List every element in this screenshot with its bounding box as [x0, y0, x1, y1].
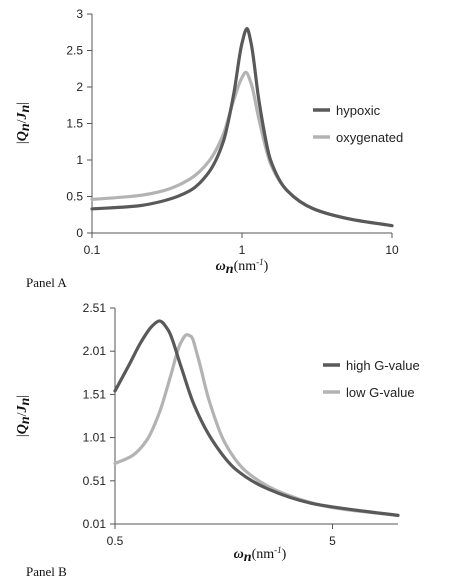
ylabel-j: J: [15, 404, 30, 413]
panel-b-x-tick-label: 0.5: [107, 534, 124, 548]
panel-a-plot-area: 0 0.5 1 1.5 2 2.5 3 0.1 1 10: [66, 7, 399, 257]
panel-b-y-tick-label: 0.51: [83, 474, 107, 488]
panel-a-y-tick-label: 1.5: [66, 117, 83, 131]
panel-a-series-hypoxic: [90, 27, 394, 228]
panel-a-x-tick-label: 0.1: [84, 243, 101, 257]
ylabel-j-sub: n: [18, 397, 33, 405]
xlabel-omega: ω: [216, 259, 226, 274]
panel-b-label: Panel B: [26, 564, 67, 578]
panel-b-legend: high G-value low G-value: [323, 358, 420, 400]
panel-a-label: Panel A: [26, 275, 67, 290]
panel-a-x-tick-label: 1: [239, 243, 246, 257]
xlabel-unit-close: ): [282, 547, 287, 562]
panel-b-y-tick-label: 2.51: [83, 301, 107, 315]
panel-a-legend: hypoxic oxygenated: [313, 103, 403, 145]
panel-a-y-axis-label: |Qn/Jn|: [15, 102, 33, 144]
panel-b-plot-area: 0.010.511.011.512.012.51 0.5 5: [83, 301, 400, 548]
panel-b-y-tick-label: 1.51: [83, 387, 107, 401]
panel-a-series-oxygenated: [90, 70, 394, 228]
panel-a-y-ticks: 0 0.5 1 1.5 2 2.5 3: [66, 7, 92, 240]
panel-b-y-axis-label: |Qn/Jn|: [15, 395, 33, 437]
panel-a-y-tick-label: 2: [76, 80, 83, 94]
legend-label-low-g: low G-value: [346, 385, 415, 400]
panel-a-chart: 00.511.522.53 0.1 1 10 hypoxic oxygenated …: [15, 7, 403, 290]
xlabel-unit-exp: -1: [256, 257, 264, 267]
panel-b-y-tick-label: 1.01: [83, 431, 107, 445]
panel-b-x-tick-label: 5: [329, 534, 336, 548]
legend-label-high-g: high G-value: [346, 358, 420, 373]
panel-b-series: [113, 319, 400, 517]
panel-b-series-high-g-value: [113, 319, 400, 517]
ylabel-q-sub: n: [18, 123, 33, 131]
xlabel-unit-open: (nm: [252, 547, 275, 562]
panel-a-y-tick-label: 0.5: [66, 190, 83, 204]
panel-a-y-tick-label: 1: [76, 153, 83, 167]
legend-label-oxygenated: oxygenated: [336, 130, 403, 145]
ylabel-j: J: [15, 111, 30, 120]
xlabel-omega-sub: n: [244, 550, 252, 565]
panel-b-y-tick-label: 2.01: [83, 344, 107, 358]
panel-a-x-axis-label: ωn(nm-1): [216, 257, 269, 277]
panel-a-y-tick-label: 0: [76, 226, 83, 240]
panel-a-series: [90, 27, 394, 228]
panel-b-series-low-g-value: [113, 333, 400, 517]
panel-a-x-ticks: 0.1 1 10: [84, 233, 399, 257]
xlabel-omega: ω: [234, 547, 244, 562]
legend-label-hypoxic: hypoxic: [336, 103, 381, 118]
ylabel-j-sub: n: [18, 104, 33, 112]
panel-a-y-tick-label: 3: [76, 7, 83, 21]
panel-b-x-ticks: 0.5 5: [107, 524, 336, 548]
xlabel-omega-sub: n: [226, 262, 234, 277]
panel-a-y-tick-label: 2.5: [66, 44, 83, 58]
panel-b-chart: 0.010.511.011.512.012.51 0.5 5 high G-val…: [15, 301, 420, 578]
xlabel-unit-exp: -1: [274, 545, 282, 555]
panel-b-y-ticks: 0.01 0.51 1.01 1.51 2.01 2.51: [83, 301, 115, 531]
ylabel-q-sub: n: [18, 416, 33, 424]
panel-a-x-tick-label: 10: [385, 243, 399, 257]
ylabel-q: Q: [15, 131, 30, 141]
xlabel-unit-open: (nm: [234, 259, 257, 274]
ylabel-q: Q: [15, 424, 30, 434]
panel-b-x-axis-label: ωn(nm-1): [234, 545, 287, 565]
xlabel-unit-close: ): [264, 259, 269, 274]
panel-b-y-tick-label: 0.01: [83, 517, 107, 531]
